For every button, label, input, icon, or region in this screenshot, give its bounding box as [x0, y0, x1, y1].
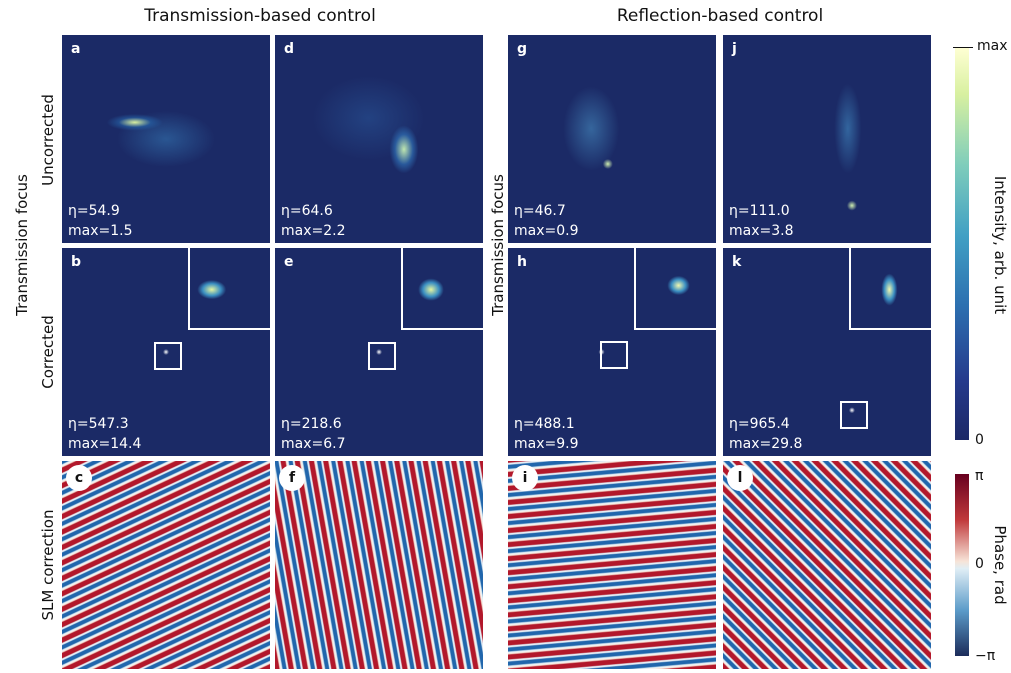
phase-panel: f: [275, 461, 483, 669]
intensity-panel: k η=965.4 max=29.8: [723, 248, 931, 456]
eta-label: η=111.0: [729, 203, 790, 219]
phase-panel: i: [508, 461, 716, 669]
phase-panel: c: [62, 461, 270, 669]
zoom-inset: [634, 248, 716, 330]
eta-label: η=54.9: [68, 203, 120, 219]
eta-label: η=547.3: [68, 416, 129, 432]
zoom-box: [368, 342, 396, 370]
panel-letter: f: [279, 465, 305, 491]
intensity-panel: h η=488.1 max=9.9: [508, 248, 716, 456]
colorbar-tick-label: π: [975, 468, 983, 484]
panel-letter: i: [512, 465, 538, 491]
panel-letter: c: [66, 465, 92, 491]
max-label: max=6.7: [281, 436, 346, 452]
panel-letter: h: [517, 254, 527, 270]
colorbar-title: Intensity, arb. unit: [991, 176, 1009, 314]
phase-panel: l: [723, 461, 931, 669]
intensity-panel: e η=218.6 max=6.7: [275, 248, 483, 456]
intensity-panel: j η=111.0 max=3.8: [723, 35, 931, 243]
figure: {"column_titles": ["Transmission-based c…: [0, 0, 1011, 673]
max-label: max=9.9: [514, 436, 579, 452]
phase-colorbar: [955, 474, 969, 656]
row-label: Corrected: [39, 315, 57, 389]
intensity-panel: b η=547.3 max=14.4: [62, 248, 270, 456]
colorbar-tick-label: −π: [975, 648, 995, 664]
eta-label: η=46.7: [514, 203, 566, 219]
eta-label: η=64.6: [281, 203, 333, 219]
zoom-box: [154, 342, 182, 370]
row-group-label: Transmission focus: [13, 174, 31, 316]
zoom-inset: [849, 248, 931, 330]
panel-letter: d: [284, 41, 294, 57]
colorbar-title: Phase, rad: [991, 525, 1009, 604]
row-label: Uncorrected: [39, 94, 57, 186]
colorbar-tick-label: 0: [975, 432, 984, 448]
zoom-inset: [401, 248, 483, 330]
row-label: SLM correction: [39, 510, 57, 621]
max-label: max=0.9: [514, 223, 579, 239]
panel-letter: a: [71, 41, 80, 57]
panel-letter: g: [517, 41, 527, 57]
eta-label: η=965.4: [729, 416, 790, 432]
intensity-panel: d η=64.6 max=2.2: [275, 35, 483, 243]
panel-letter: j: [732, 41, 737, 57]
column-title: Reflection-based control: [510, 6, 930, 26]
zoom-box: [840, 401, 868, 429]
zoom-box: [600, 341, 628, 369]
max-label: max=29.8: [729, 436, 802, 452]
colorbar-tick-label: 0: [975, 556, 984, 572]
panel-letter: k: [732, 254, 741, 270]
max-label: max=3.8: [729, 223, 794, 239]
eta-label: η=218.6: [281, 416, 342, 432]
panel-letter: e: [284, 254, 294, 270]
colorbar-tick: [953, 47, 973, 48]
max-label: max=2.2: [281, 223, 346, 239]
colorbar-tick-label: max: [977, 38, 1008, 54]
column-title: Transmission-based control: [50, 6, 470, 26]
max-label: max=1.5: [68, 223, 133, 239]
panel-letter: b: [71, 254, 81, 270]
zoom-inset: [188, 248, 270, 330]
row-group-label: Transmission focus: [489, 174, 507, 316]
intensity-colorbar: [955, 47, 969, 440]
intensity-panel: a η=54.9 max=1.5: [62, 35, 270, 243]
panel-letter: l: [727, 465, 753, 491]
intensity-panel: g η=46.7 max=0.9: [508, 35, 716, 243]
max-label: max=14.4: [68, 436, 141, 452]
eta-label: η=488.1: [514, 416, 575, 432]
